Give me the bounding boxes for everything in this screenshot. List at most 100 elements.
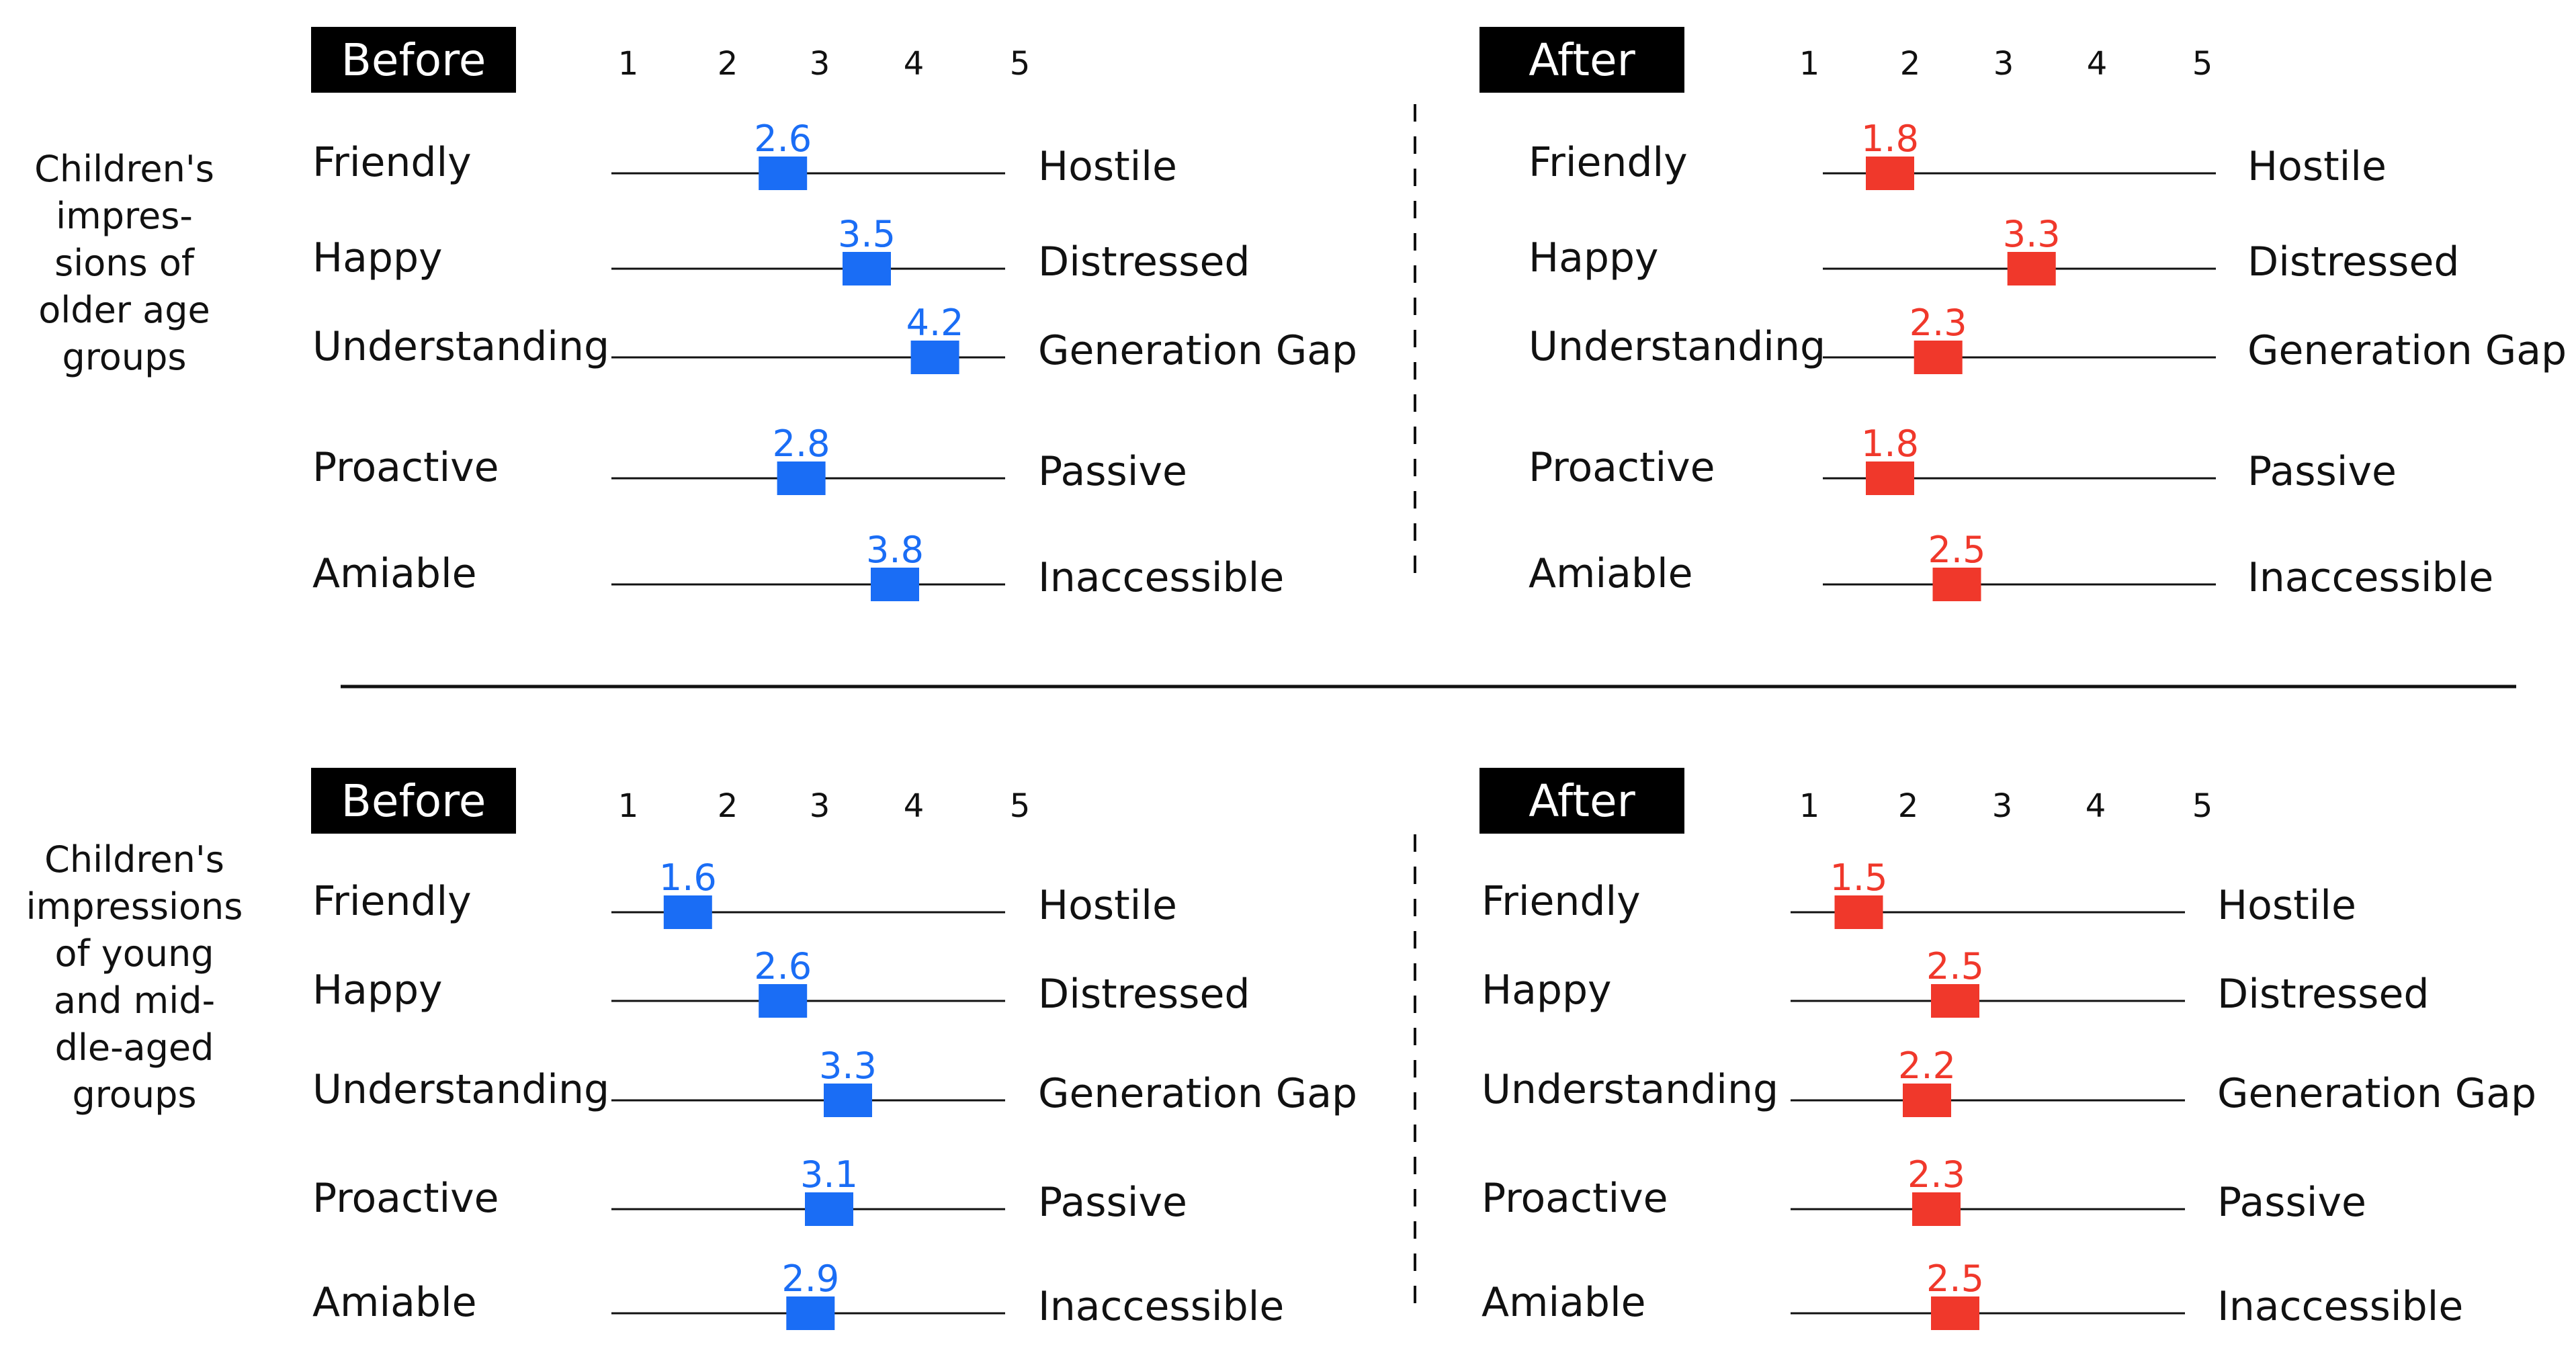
value-label: 2.2 (1898, 1045, 1956, 1087)
scale-tick-label: 1 (618, 787, 639, 825)
scale-tick-label: 4 (2087, 45, 2108, 83)
adjective-left: Understanding (1482, 1066, 1778, 1113)
value-label: 1.5 (1830, 856, 1888, 899)
scale-tick-label: 2 (1898, 787, 1919, 825)
value-label: 1.8 (1861, 118, 1919, 160)
adjective-left: Amiable (312, 1279, 477, 1326)
adjective-left: Proactive (1482, 1175, 1668, 1222)
adjective-left: Friendly (1529, 139, 1688, 186)
adjective-right: Distressed (1038, 971, 1250, 1018)
value-marker (777, 461, 826, 495)
adjective-left: Understanding (312, 323, 609, 370)
value-marker (1866, 157, 1914, 190)
scale-tick-label: 2 (718, 787, 738, 825)
value-marker (824, 1084, 872, 1117)
value-marker (910, 341, 959, 374)
adjective-right: Passive (2247, 448, 2397, 495)
value-label: 3.5 (838, 213, 896, 255)
value-label: 2.8 (773, 423, 830, 465)
panel-title: After (1529, 775, 1635, 827)
value-marker (663, 895, 712, 929)
adjective-left: Amiable (1482, 1279, 1646, 1326)
adjective-right: Inaccessible (2247, 554, 2493, 601)
adjective-right: Generation Gap (2247, 327, 2567, 374)
panel-title: After (1529, 34, 1635, 86)
value-marker (871, 568, 919, 601)
plot-root: Children's impres-sions of older age groups… (26, 27, 2567, 1330)
scale-tick-label: 3 (1993, 45, 2014, 83)
adjective-right: Generation Gap (2217, 1070, 2536, 1117)
value-label: 1.8 (1861, 423, 1919, 465)
group-label-line: groups (73, 1073, 197, 1116)
adjective-right: Passive (1038, 1179, 1187, 1226)
adjective-left: Happy (312, 967, 443, 1014)
adjective-right: Distressed (2247, 238, 2459, 285)
panel-title-badge (311, 27, 516, 93)
value-label: 3.1 (800, 1153, 858, 1196)
value-label: 3.3 (2003, 213, 2061, 255)
scale-tick-label: 1 (618, 45, 639, 83)
adjective-right: Passive (2217, 1179, 2366, 1226)
adjective-left: Understanding (1529, 323, 1826, 370)
adjective-right: Hostile (1038, 143, 1177, 190)
value-label: 2.9 (781, 1258, 839, 1300)
group-label-line: dle-aged (55, 1026, 214, 1069)
adjective-left: Proactive (312, 444, 499, 491)
scale-tick-label: 3 (810, 787, 830, 825)
value-label: 2.3 (1907, 1153, 1965, 1196)
scale-tick-label: 1 (1799, 45, 1820, 83)
adjective-right: Inaccessible (1038, 554, 1284, 601)
value-label: 2.5 (1928, 529, 1986, 571)
adjective-right: Generation Gap (1038, 327, 1357, 374)
adjective-left: Understanding (312, 1066, 609, 1113)
group-label-line: impressions (26, 885, 243, 928)
adjective-left: Happy (1482, 967, 1612, 1014)
scale-tick-label: 5 (2192, 787, 2213, 825)
adjective-right: Hostile (1038, 882, 1177, 929)
value-label: 4.2 (906, 302, 964, 344)
value-marker (1866, 461, 1914, 495)
value-marker (2007, 252, 2056, 285)
value-marker (759, 984, 808, 1018)
scale-tick-label: 4 (904, 787, 925, 825)
group-label-line: older age (38, 289, 210, 331)
value-marker (1912, 1192, 1961, 1226)
group-label-line: impres- (56, 195, 193, 237)
scale-tick-label: 2 (718, 45, 738, 83)
adjective-right: Hostile (2247, 143, 2387, 190)
group-label-line: Children's (44, 838, 224, 881)
adjective-left: Amiable (312, 550, 477, 597)
group-label-line: sions of (54, 242, 196, 284)
value-label: 2.6 (754, 118, 812, 160)
value-marker (1932, 568, 1981, 601)
scale-tick-label: 4 (904, 45, 925, 83)
value-label: 2.5 (1926, 1258, 1984, 1300)
value-marker (759, 157, 808, 190)
adjective-left: Proactive (312, 1175, 499, 1222)
value-label: 2.6 (754, 945, 812, 987)
adjective-left: Friendly (312, 878, 472, 925)
value-marker (1914, 341, 1963, 374)
value-label: 1.6 (659, 856, 717, 899)
adjective-left: Amiable (1529, 550, 1693, 597)
group-label-line: and mid- (54, 979, 215, 1022)
value-label: 3.3 (819, 1045, 877, 1087)
value-label: 3.8 (866, 529, 924, 571)
value-marker (1931, 984, 1979, 1018)
adjective-left: Happy (1529, 234, 1659, 281)
adjective-right: Inaccessible (2217, 1283, 2463, 1330)
adjective-right: Distressed (2217, 971, 2429, 1018)
adjective-right: Passive (1038, 448, 1187, 495)
adjective-left: Happy (312, 234, 443, 281)
scale-tick-label: 4 (2086, 787, 2106, 825)
panel-title-badge (311, 768, 516, 834)
scale-tick-label: 5 (1010, 787, 1031, 825)
scale-tick-label: 3 (810, 45, 830, 83)
adjective-right: Inaccessible (1038, 1283, 1284, 1330)
group-label-line: Children's (34, 148, 214, 190)
group-label-line: of young (55, 932, 214, 975)
panel-title: Before (341, 775, 486, 827)
value-marker (1931, 1296, 1979, 1330)
adjective-left: Friendly (1482, 878, 1641, 925)
